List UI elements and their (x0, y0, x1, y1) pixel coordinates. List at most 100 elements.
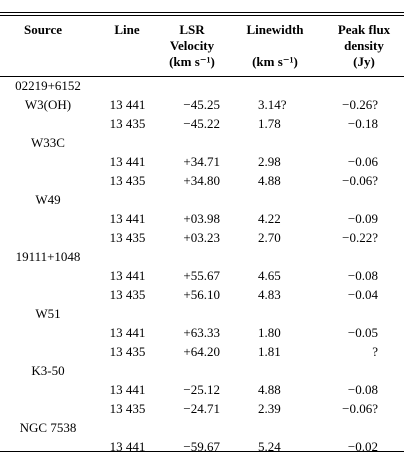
header-lsr-line2: Velocity (169, 38, 215, 53)
table-top-rule (0, 12, 404, 13)
linewidth-cell: 4.22 (258, 211, 281, 226)
table-group-row: NGC 7538 (0, 418, 404, 437)
linewidth-cell: 3.14? (258, 97, 287, 112)
table-row: 13 435 +34.80 4.88 −0.06? (0, 171, 404, 190)
line-cell: 13 441 (109, 382, 146, 397)
table-row: 13 441 +63.33 1.80 −0.05 (0, 323, 404, 342)
header-linewidth-line1: Linewidth (246, 22, 304, 37)
peak-flux-cell: −0.02 (347, 439, 378, 454)
header-peak-line1: Peak flux (337, 22, 391, 37)
source-cell: 02219+6152 (15, 78, 81, 93)
header-line: Line (104, 22, 150, 38)
line-cell: 13 441 (109, 325, 146, 340)
table-top-rule-inner (0, 15, 404, 16)
peak-flux-cell: −0.18 (347, 116, 378, 131)
velocity-cell: +34.71 (183, 154, 220, 169)
peak-flux-cell: −0.06? (342, 173, 378, 188)
line-cell: 13 441 (109, 268, 146, 283)
line-cell: 13 435 (109, 173, 146, 188)
table-row: 13 441 +55.67 4.65 −0.08 (0, 266, 404, 285)
linewidth-cell: 5.24 (258, 439, 281, 454)
source-cell: K3-50 (31, 363, 65, 378)
header-lsr-unit: (km s⁻¹) (169, 54, 215, 69)
header-linewidth: Linewidth (km s⁻¹) (236, 22, 314, 70)
header-lsr-line1: LSR (179, 22, 205, 37)
peak-flux-cell: ? (372, 344, 378, 359)
line-cell: 13 435 (109, 401, 146, 416)
velocity-cell: +03.23 (183, 230, 220, 245)
line-cell: 13 441 (109, 211, 146, 226)
peak-flux-cell: −0.08 (347, 268, 378, 283)
peak-flux-cell: −0.06 (347, 154, 378, 169)
velocity-cell: +34.80 (183, 173, 220, 188)
table-bottom-rule (0, 451, 404, 452)
line-cell: 13 441 (109, 97, 146, 112)
table-group-row: 19111+1048 (0, 247, 404, 266)
line-cell: 13 435 (109, 344, 146, 359)
peak-flux-cell: −0.08 (347, 382, 378, 397)
table-row: 13 441 −59.67 5.24 −0.02 (0, 437, 404, 456)
velocity-cell: −45.22 (183, 116, 220, 131)
linewidth-cell: 4.88 (258, 382, 281, 397)
table-row: 13 441 +03.98 4.22 −0.09 (0, 209, 404, 228)
linewidth-cell: 2.39 (258, 401, 281, 416)
linewidth-cell: 4.88 (258, 173, 281, 188)
table-group-row: W51 (0, 304, 404, 323)
table-row: 13 435 −24.71 2.39 −0.06? (0, 399, 404, 418)
linewidth-cell: 1.81 (258, 344, 281, 359)
source-cell: W3(OH) (24, 97, 72, 112)
source-cell: W33C (31, 135, 65, 150)
linewidth-cell: 1.78 (258, 116, 281, 131)
velocity-cell: +63.33 (183, 325, 220, 340)
table-row: 13 435 +64.20 1.81? (0, 342, 404, 361)
line-cell: 13 441 (109, 154, 146, 169)
header-line-text: Line (114, 22, 140, 37)
source-cell: NGC 7538 (19, 420, 77, 435)
peak-flux-cell: −0.04 (347, 287, 378, 302)
line-cell: 13 435 (109, 230, 146, 245)
peak-flux-cell: −0.05 (347, 325, 378, 340)
line-cell: 13 441 (109, 439, 146, 454)
linewidth-cell: 1.80 (258, 325, 281, 340)
header-source: Source (0, 22, 86, 38)
velocity-cell: −24.71 (183, 401, 220, 416)
table-group-row: W49 (0, 190, 404, 209)
peak-flux-cell: −0.09 (347, 211, 378, 226)
velocity-cell: +56.10 (183, 287, 220, 302)
linewidth-cell: 4.65 (258, 268, 281, 283)
velocity-cell: −59.67 (183, 439, 220, 454)
header-peak-flux: Peak flux density (Jy) (324, 22, 404, 70)
peak-flux-cell: −0.06? (342, 401, 378, 416)
linewidth-cell: 2.98 (258, 154, 281, 169)
source-cell: W49 (35, 192, 61, 207)
header-source-text: Source (23, 22, 63, 37)
source-cell: W51 (35, 306, 61, 321)
velocity-cell: +03.98 (183, 211, 220, 226)
peak-flux-cell: −0.26? (342, 97, 378, 112)
header-lsr-velocity: LSR Velocity (km s⁻¹) (160, 22, 224, 70)
table-row: 13 435 +03.23 2.70 −0.22? (0, 228, 404, 247)
table-row: 13 441 +34.71 2.98 −0.06 (0, 152, 404, 171)
table-group-row: K3-50 (0, 361, 404, 380)
header-peak-line2: density (344, 38, 384, 53)
peak-flux-cell: −0.22? (342, 230, 378, 245)
header-linewidth-unit: (km s⁻¹) (252, 54, 298, 69)
source-cell: 19111+1048 (15, 249, 81, 264)
linewidth-cell: 4.83 (258, 287, 281, 302)
velocity-cell: −45.25 (183, 97, 220, 112)
header-peak-unit: (Jy) (353, 54, 375, 69)
line-cell: 13 435 (109, 287, 146, 302)
velocity-cell: +64.20 (183, 344, 220, 359)
table-row: W3(OH) 13 441 −45.25 3.14? −0.26? (0, 95, 404, 114)
line-cell: 13 435 (109, 116, 146, 131)
table-group-row: 02219+6152 (0, 76, 404, 95)
linewidth-cell: 2.70 (258, 230, 281, 245)
velocity-cell: −25.12 (183, 382, 220, 397)
table-group-row: W33C (0, 133, 404, 152)
header-rule (0, 76, 404, 77)
table-row: 13 441 −25.12 4.88 −0.08 (0, 380, 404, 399)
table-row: 13 435 +56.10 4.83 −0.04 (0, 285, 404, 304)
table-row: 13 435 −45.22 1.78 −0.18 (0, 114, 404, 133)
velocity-cell: +55.67 (183, 268, 220, 283)
